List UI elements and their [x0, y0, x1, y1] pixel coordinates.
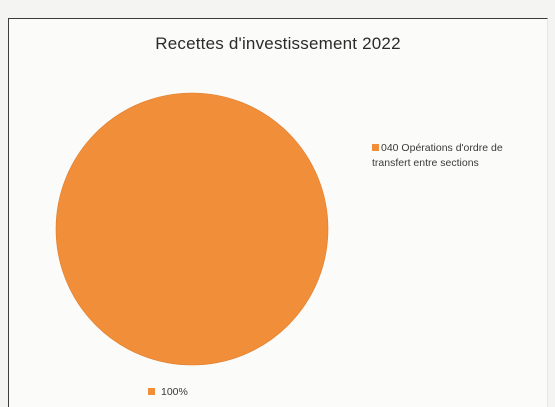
legend: 040 Opérations d'ordre de transfert entr…: [372, 141, 542, 171]
data-label: 100%: [161, 386, 188, 398]
chart-title: Recettes d'investissement 2022: [155, 34, 401, 53]
data-label-row: 100%: [148, 386, 188, 398]
legend-swatch: [372, 144, 379, 151]
data-label-swatch: [148, 388, 155, 395]
pie-slice: [55, 92, 329, 366]
legend-entry-label: 040 Opérations d'ordre de transfert entr…: [372, 142, 503, 169]
